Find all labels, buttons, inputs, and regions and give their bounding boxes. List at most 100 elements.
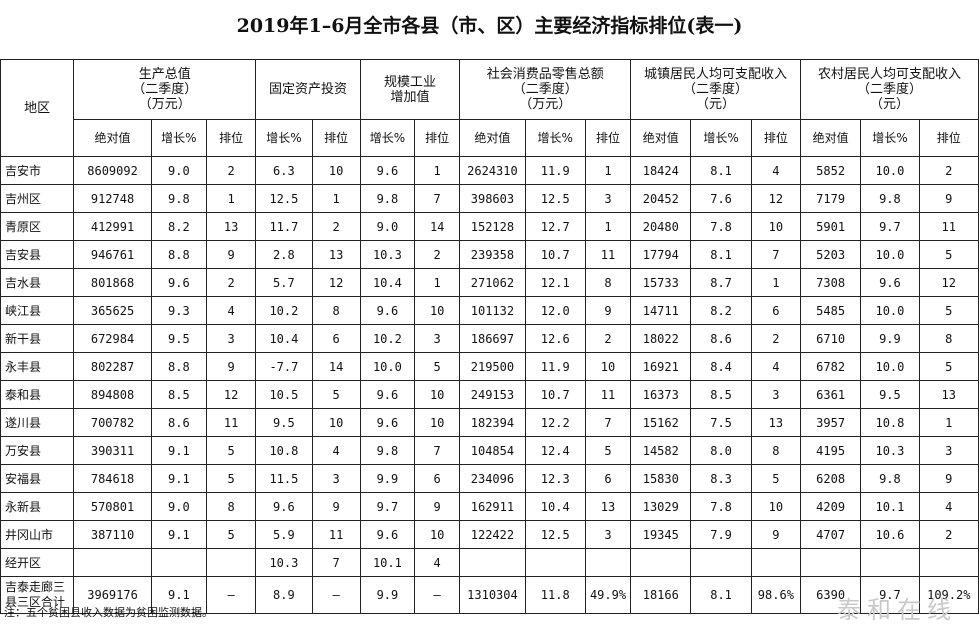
header-region: 地区: [0, 59, 75, 157]
value-cell: 10.2: [359, 324, 416, 353]
value-cell: 2: [311, 212, 361, 241]
value-cell: 10.3: [255, 548, 313, 577]
region-name-cell: 吉泰走廊三县三区合计: [0, 576, 75, 614]
region-name-cell: 青原区: [0, 212, 75, 241]
region-name-cell: 新干县: [0, 324, 75, 353]
value-cell: 10.3: [359, 240, 416, 269]
region-name-cell: 经开区: [0, 548, 75, 577]
value-cell: 15733: [630, 268, 692, 297]
value-cell: 5: [918, 352, 979, 381]
value-cell: 152128: [459, 212, 526, 241]
value-cell: 9: [750, 520, 801, 549]
region-name-cell: 吉安县: [0, 240, 75, 269]
value-cell: 8: [918, 324, 979, 353]
value-cell: 12.2: [524, 408, 586, 437]
value-cell: 10.0: [860, 240, 920, 269]
value-cell: 12: [918, 268, 979, 297]
value-cell: 5: [414, 352, 461, 381]
value-cell: 13029: [630, 492, 692, 521]
subheader-rank: 排位: [584, 119, 632, 157]
subheader-growth: 增长%: [150, 119, 208, 157]
subheader-absolute: 绝对值: [459, 119, 526, 157]
value-cell: 9.1: [150, 520, 208, 549]
value-cell: 9.6: [359, 296, 416, 325]
value-cell: [799, 548, 862, 577]
value-cell: 186697: [459, 324, 526, 353]
value-cell: 10.8: [860, 408, 920, 437]
value-cell: 801868: [73, 268, 152, 297]
value-cell: 2: [205, 156, 257, 185]
value-cell: 12.1: [524, 268, 586, 297]
table-row: 吉安市 8609092 9.0 2 6.3 10 9.6 1 2624310 11.9 1 18424…: [0, 156, 979, 185]
value-cell: 234096: [459, 464, 526, 493]
value-cell: 9.8: [359, 184, 416, 213]
value-cell: 4: [918, 492, 979, 521]
value-cell: 10: [311, 156, 361, 185]
header-fixed-invest: 固定资产投资: [255, 59, 361, 120]
value-cell: 18166: [630, 576, 692, 614]
value-cell: 10: [414, 380, 461, 409]
value-cell: 4195: [799, 436, 862, 465]
value-cell: 8.4: [690, 352, 752, 381]
value-cell: 6.3: [255, 156, 313, 185]
value-cell: 387110: [73, 520, 152, 549]
value-cell: 9.0: [150, 492, 208, 521]
value-cell: 9.8: [860, 464, 920, 493]
value-cell: 7.9: [690, 520, 752, 549]
value-cell: 3: [311, 464, 361, 493]
value-cell: 20452: [630, 184, 692, 213]
value-cell: 14: [414, 212, 461, 241]
value-cell: 8.1: [690, 156, 752, 185]
value-cell: 9: [584, 296, 632, 325]
value-cell: 8: [750, 436, 801, 465]
header-industry: 规模工业 增加值: [359, 59, 461, 120]
value-cell: [73, 548, 152, 577]
value-cell: 9.5: [150, 324, 208, 353]
value-cell: 11: [311, 520, 361, 549]
value-cell: 10.0: [860, 296, 920, 325]
indicator-table: 地区 生产总值 （二季度） （万元） 固定资产投资 规模工业 增加值 社会消费品零售总…: [0, 59, 979, 614]
value-cell: 1: [584, 212, 632, 241]
value-cell: 8.3: [690, 464, 752, 493]
value-cell: 5852: [799, 156, 862, 185]
value-cell: 3: [584, 520, 632, 549]
value-cell: 9.7: [860, 576, 920, 614]
value-cell: 1: [918, 408, 979, 437]
value-cell: 7: [311, 548, 361, 577]
value-cell: 5: [205, 464, 257, 493]
table-body: 吉安市 8609092 9.0 2 6.3 10 9.6 1 2624310 11.9 1 18424…: [0, 156, 979, 614]
value-cell: [459, 548, 526, 577]
value-cell: 9: [918, 464, 979, 493]
value-cell: [750, 548, 801, 577]
value-cell: 10.3: [860, 436, 920, 465]
value-cell: 1: [750, 268, 801, 297]
table-row: 青原区 412991 8.2 13 11.7 2 9.0 14 152128 12.7 1 20480…: [0, 212, 979, 241]
header-gdp: 生产总值 （二季度） （万元）: [73, 59, 257, 120]
value-cell: 8.6: [690, 324, 752, 353]
region-name-cell: 泰和县: [0, 380, 75, 409]
value-cell: [584, 548, 632, 577]
value-cell: 7308: [799, 268, 862, 297]
value-cell: 2: [414, 240, 461, 269]
value-cell: 9.9: [359, 464, 416, 493]
table-row: 吉泰走廊三县三区合计 3969176 9.1–8.9–9.9–1310304 11.8…: [0, 576, 979, 614]
value-cell: 12: [750, 184, 801, 213]
table-row: 井冈山市 387110 9.1 5 5.9 11 9.6 10 122422 12.5 3 19345…: [0, 520, 979, 549]
value-cell: 6710: [799, 324, 862, 353]
value-cell: 13: [750, 408, 801, 437]
value-cell: 1310304: [459, 576, 526, 614]
value-cell: 5: [918, 296, 979, 325]
value-cell: 390311: [73, 436, 152, 465]
value-cell: 7.8: [690, 492, 752, 521]
value-cell: 12.5: [524, 520, 586, 549]
value-cell: 9.7: [860, 212, 920, 241]
value-cell: [205, 548, 257, 577]
value-cell: 9.6: [255, 492, 313, 521]
value-cell: 10: [750, 492, 801, 521]
table-row: 吉安县 946761 8.8 9 2.8 13 10.3 2 239358 10.7 11 17794…: [0, 240, 979, 269]
value-cell: 3: [750, 380, 801, 409]
value-cell: 16373: [630, 380, 692, 409]
value-cell: –: [311, 576, 361, 614]
value-cell: 5.9: [255, 520, 313, 549]
value-cell: 5: [311, 380, 361, 409]
